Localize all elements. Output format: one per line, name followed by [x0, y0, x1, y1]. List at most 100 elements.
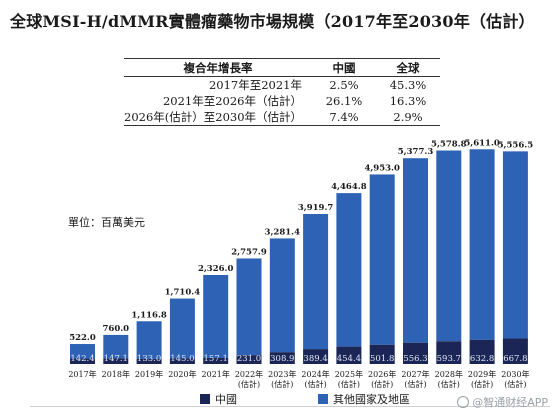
bar-other-segment — [303, 213, 329, 350]
bar-total-label: 5,377.3 — [398, 147, 434, 157]
bar-other-segment — [269, 238, 295, 353]
x-tick-label: 2020年 — [168, 369, 196, 379]
x-tick-label: 2027年 — [401, 369, 429, 379]
bar-china-segment — [269, 352, 295, 364]
cagr-header-china: 中國 — [312, 58, 376, 77]
bar-total-label: 2,326.0 — [198, 264, 234, 274]
bar-total-label: 760.0 — [102, 324, 129, 334]
bar-other-segment — [336, 193, 362, 347]
bar-china-segment — [336, 346, 362, 364]
bar-total-label: 3,919.7 — [298, 203, 334, 213]
bar-china-segment — [403, 342, 428, 364]
bar-china-segment — [436, 341, 462, 364]
cagr-global: 45.3% — [389, 78, 427, 92]
watermark-logo-icon — [457, 396, 470, 408]
bar-china-label: 145.0 — [170, 354, 194, 364]
cagr-global: 16.3% — [389, 94, 427, 108]
chart-title: 全球MSI-H/dMMR實體瘤藥物市場規模（2017年至2030年（估計） — [10, 12, 535, 31]
bar-china-label: 231.0 — [237, 354, 261, 364]
cagr-header-global: 全球 — [376, 58, 440, 77]
bar-other-segment — [502, 151, 528, 339]
bar-china-label: 133.0 — [137, 354, 161, 364]
bar-total-label: 1,116.8 — [131, 310, 167, 320]
bar-total-label: 5,611.0 — [464, 138, 500, 148]
bar-china-label: 147.1 — [104, 354, 128, 364]
x-tick-label: 2021年 — [202, 369, 230, 379]
cagr-header-row: 複合年增長率 中國 全球 — [124, 58, 440, 77]
bar-other-segment — [203, 274, 229, 358]
bar-china-label: 142.4 — [70, 354, 94, 364]
cagr-china: 2.5% — [329, 78, 359, 92]
bar-total-label: 522.0 — [69, 333, 96, 343]
x-tick-label: 2022年 — [235, 369, 263, 379]
bar-china-segment — [236, 355, 262, 364]
cagr-table: 複合年增長率 中國 全球 2017年至2021年 2.5% 45.3% 2021… — [124, 58, 440, 126]
cagr-china: 26.1% — [325, 94, 363, 108]
bar-china-label: 667.8 — [503, 354, 527, 364]
bar-china-segment — [369, 344, 395, 364]
bar-china-label: 593.7 — [437, 354, 461, 364]
x-tick-label: 2018年 — [102, 369, 130, 379]
watermark-text: @智通财经APP — [472, 396, 548, 409]
unit-label: 單位：百萬美元 — [68, 216, 145, 229]
cagr-china: 7.4% — [312, 109, 376, 126]
x-tick-label: 2030年 — [501, 369, 529, 379]
legend-label-china: 中國 — [215, 393, 237, 406]
bar-china-label: 454.4 — [337, 354, 361, 364]
bar-total-label: 3,281.4 — [265, 227, 301, 237]
cagr-period: 2021年至2026年（估計） — [162, 94, 302, 108]
stacked-bar-chart: 522.0 142.4 2017年 760.0 147.1 2018年 1,116.8 133… — [68, 138, 534, 389]
x-tick-sublabel: (估計) — [271, 379, 293, 389]
bar-other-segment — [469, 149, 495, 340]
bar-china-label: 157.1 — [204, 354, 228, 364]
bar-china-label: 308.9 — [270, 354, 294, 364]
cagr-period: 2017年至2021年 — [208, 78, 302, 92]
bar-other-segment — [436, 150, 462, 342]
bar-china-label: 632.8 — [470, 354, 494, 364]
x-tick-label: 2029年 — [468, 369, 496, 379]
x-tick-label: 2019年 — [135, 369, 163, 379]
bar-china-segment — [303, 349, 329, 364]
cagr-row: 2017年至2021年 2.5% 45.3% — [124, 77, 440, 94]
x-tick-sublabel: (估計) — [238, 379, 260, 389]
bottom-rule — [30, 406, 550, 407]
legend: 中國 其他國家及地區 — [0, 391, 554, 407]
bar-total-label: 4,464.8 — [331, 182, 367, 192]
x-tick-sublabel: (估計) — [504, 379, 526, 389]
legend-swatch-china — [200, 394, 210, 404]
bar-other-segment — [70, 344, 95, 359]
bar-china-segment — [469, 339, 495, 364]
bar-china-segment — [203, 357, 229, 364]
bar-other-segment — [369, 174, 395, 345]
bar-china-label: 389.4 — [303, 354, 327, 364]
cagr-row: 2026年(估計）至2030年（估計） 7.4% 2.9% — [124, 109, 440, 126]
legend-item-china: 中國 — [200, 391, 237, 407]
bar-china-segment — [103, 358, 129, 364]
bar-china-segment — [136, 358, 162, 364]
x-tick-label: 2026年 — [368, 369, 396, 379]
x-tick-label: 2024年 — [301, 369, 329, 379]
x-tick-label: 2028年 — [435, 369, 463, 379]
bar-other-segment — [103, 334, 129, 359]
bar-china-segment — [169, 358, 195, 364]
cagr-header-period: 複合年增長率 — [124, 58, 312, 77]
x-tick-label: 2017年 — [68, 369, 96, 379]
watermark: @智通财经APP — [457, 394, 548, 410]
bar-total-label: 5,578.8 — [431, 140, 467, 150]
bar-total-label: 5,556.5 — [498, 140, 534, 150]
x-tick-sublabel: (估計) — [471, 379, 493, 389]
bar-china-segment — [502, 338, 528, 364]
bar-other-segment — [236, 258, 262, 356]
x-tick-sublabel: (估計) — [338, 379, 360, 389]
legend-label-other: 其他國家及地區 — [333, 393, 410, 406]
bar-other-segment — [169, 298, 195, 359]
cagr-row: 2021年至2026年（估計） 26.1% 16.3% — [124, 93, 440, 109]
bar-china-segment — [70, 358, 95, 364]
bar-other-segment — [403, 158, 428, 343]
bar-total-label: 4,953.0 — [364, 163, 400, 173]
cagr-global: 2.9% — [376, 109, 440, 126]
bar-total-label: 1,710.4 — [165, 288, 201, 298]
bar-other-segment — [136, 321, 162, 359]
legend-swatch-other — [318, 394, 328, 404]
bar-total-label: 2,757.9 — [231, 247, 267, 257]
